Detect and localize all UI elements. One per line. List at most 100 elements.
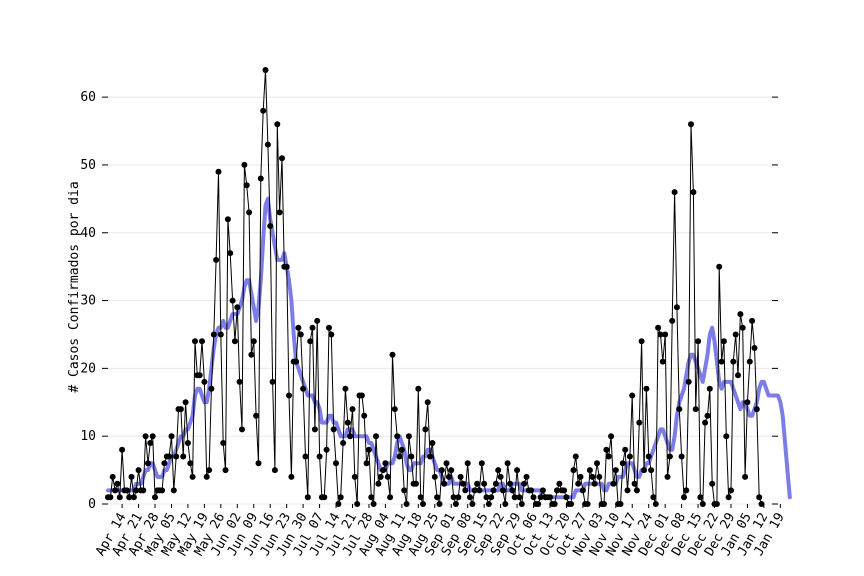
data-point [608,433,615,440]
data-point [474,480,481,487]
data-point [349,406,356,413]
data-point [408,453,415,460]
data-point [603,446,610,453]
data-point [199,338,205,345]
data-point [499,487,506,494]
data-point [116,494,123,501]
data-point [309,324,316,331]
data-point [577,473,584,480]
data-point [434,494,441,501]
data-point [746,358,753,365]
data-point [145,460,151,467]
data-point [267,223,274,229]
data-point [443,460,450,467]
data-point [626,453,633,460]
data-point [643,385,650,392]
data-point [323,446,330,453]
daily-cases-points [105,67,765,507]
data-point [638,338,645,345]
data-point [671,189,678,196]
data-point [507,480,513,487]
data-point [521,480,528,487]
data-point [304,494,311,501]
data-point [344,419,351,426]
data-point [403,501,410,507]
data-point [208,385,215,392]
data-point [678,453,685,460]
data-point [177,406,184,413]
data-point [250,338,257,345]
data-point [589,473,596,480]
data-point [704,412,711,419]
data-point [485,501,492,507]
data-point [217,331,224,338]
data-point [351,473,358,480]
data-point [737,311,744,318]
data-point [424,399,431,406]
data-point [222,467,229,474]
data-point [436,501,443,507]
data-point [641,467,647,474]
data-point [398,446,405,453]
data-point [213,256,220,263]
data-point [742,473,749,480]
data-point [685,378,692,385]
data-point [112,487,119,494]
data-point [231,338,238,345]
data-point [107,494,114,501]
data-point [203,473,210,480]
data-point [594,460,600,467]
data-point [735,372,741,379]
data-point [420,501,426,507]
data-point [462,487,469,494]
data-point [751,345,758,351]
data-point [135,467,142,474]
data-point [295,324,302,331]
data-point [229,297,236,304]
data-point [441,480,448,487]
data-point [730,358,737,365]
data-point [377,473,384,480]
data-point [509,487,516,494]
data-point [330,426,337,433]
data-point [448,467,455,474]
data-point [253,412,260,419]
data-point [659,358,666,365]
data-point [455,494,462,501]
y-tick-labels: 0 10 20 30 40 50 60 [80,90,96,512]
data-point [170,487,177,494]
y-tick-label: 10 [80,429,96,444]
data-point [725,494,732,501]
data-point [481,480,488,487]
data-point [511,494,518,501]
data-point [572,453,579,460]
data-point [657,331,664,338]
data-point [337,494,344,501]
data-point [469,501,476,507]
data-point [168,433,175,440]
data-point [528,487,535,494]
moving-average-layer [106,196,792,500]
data-point [234,304,241,311]
data-point [321,494,328,501]
data-point [652,501,659,507]
data-point [241,161,248,168]
data-point [405,433,412,440]
data-point [173,453,180,460]
data-point [297,331,304,338]
data-point [206,467,213,474]
data-point [514,467,521,474]
data-point [460,480,466,487]
daily-cases-line [108,69,762,506]
moving-average-line [106,196,792,500]
data-point [140,487,147,494]
data-point [728,487,734,494]
data-point [152,494,158,501]
data-point [128,473,135,480]
data-point [384,473,391,480]
data-point [314,317,321,324]
data-point [387,494,394,501]
data-point [133,487,140,494]
data-point [368,494,375,501]
data-point [401,487,408,494]
